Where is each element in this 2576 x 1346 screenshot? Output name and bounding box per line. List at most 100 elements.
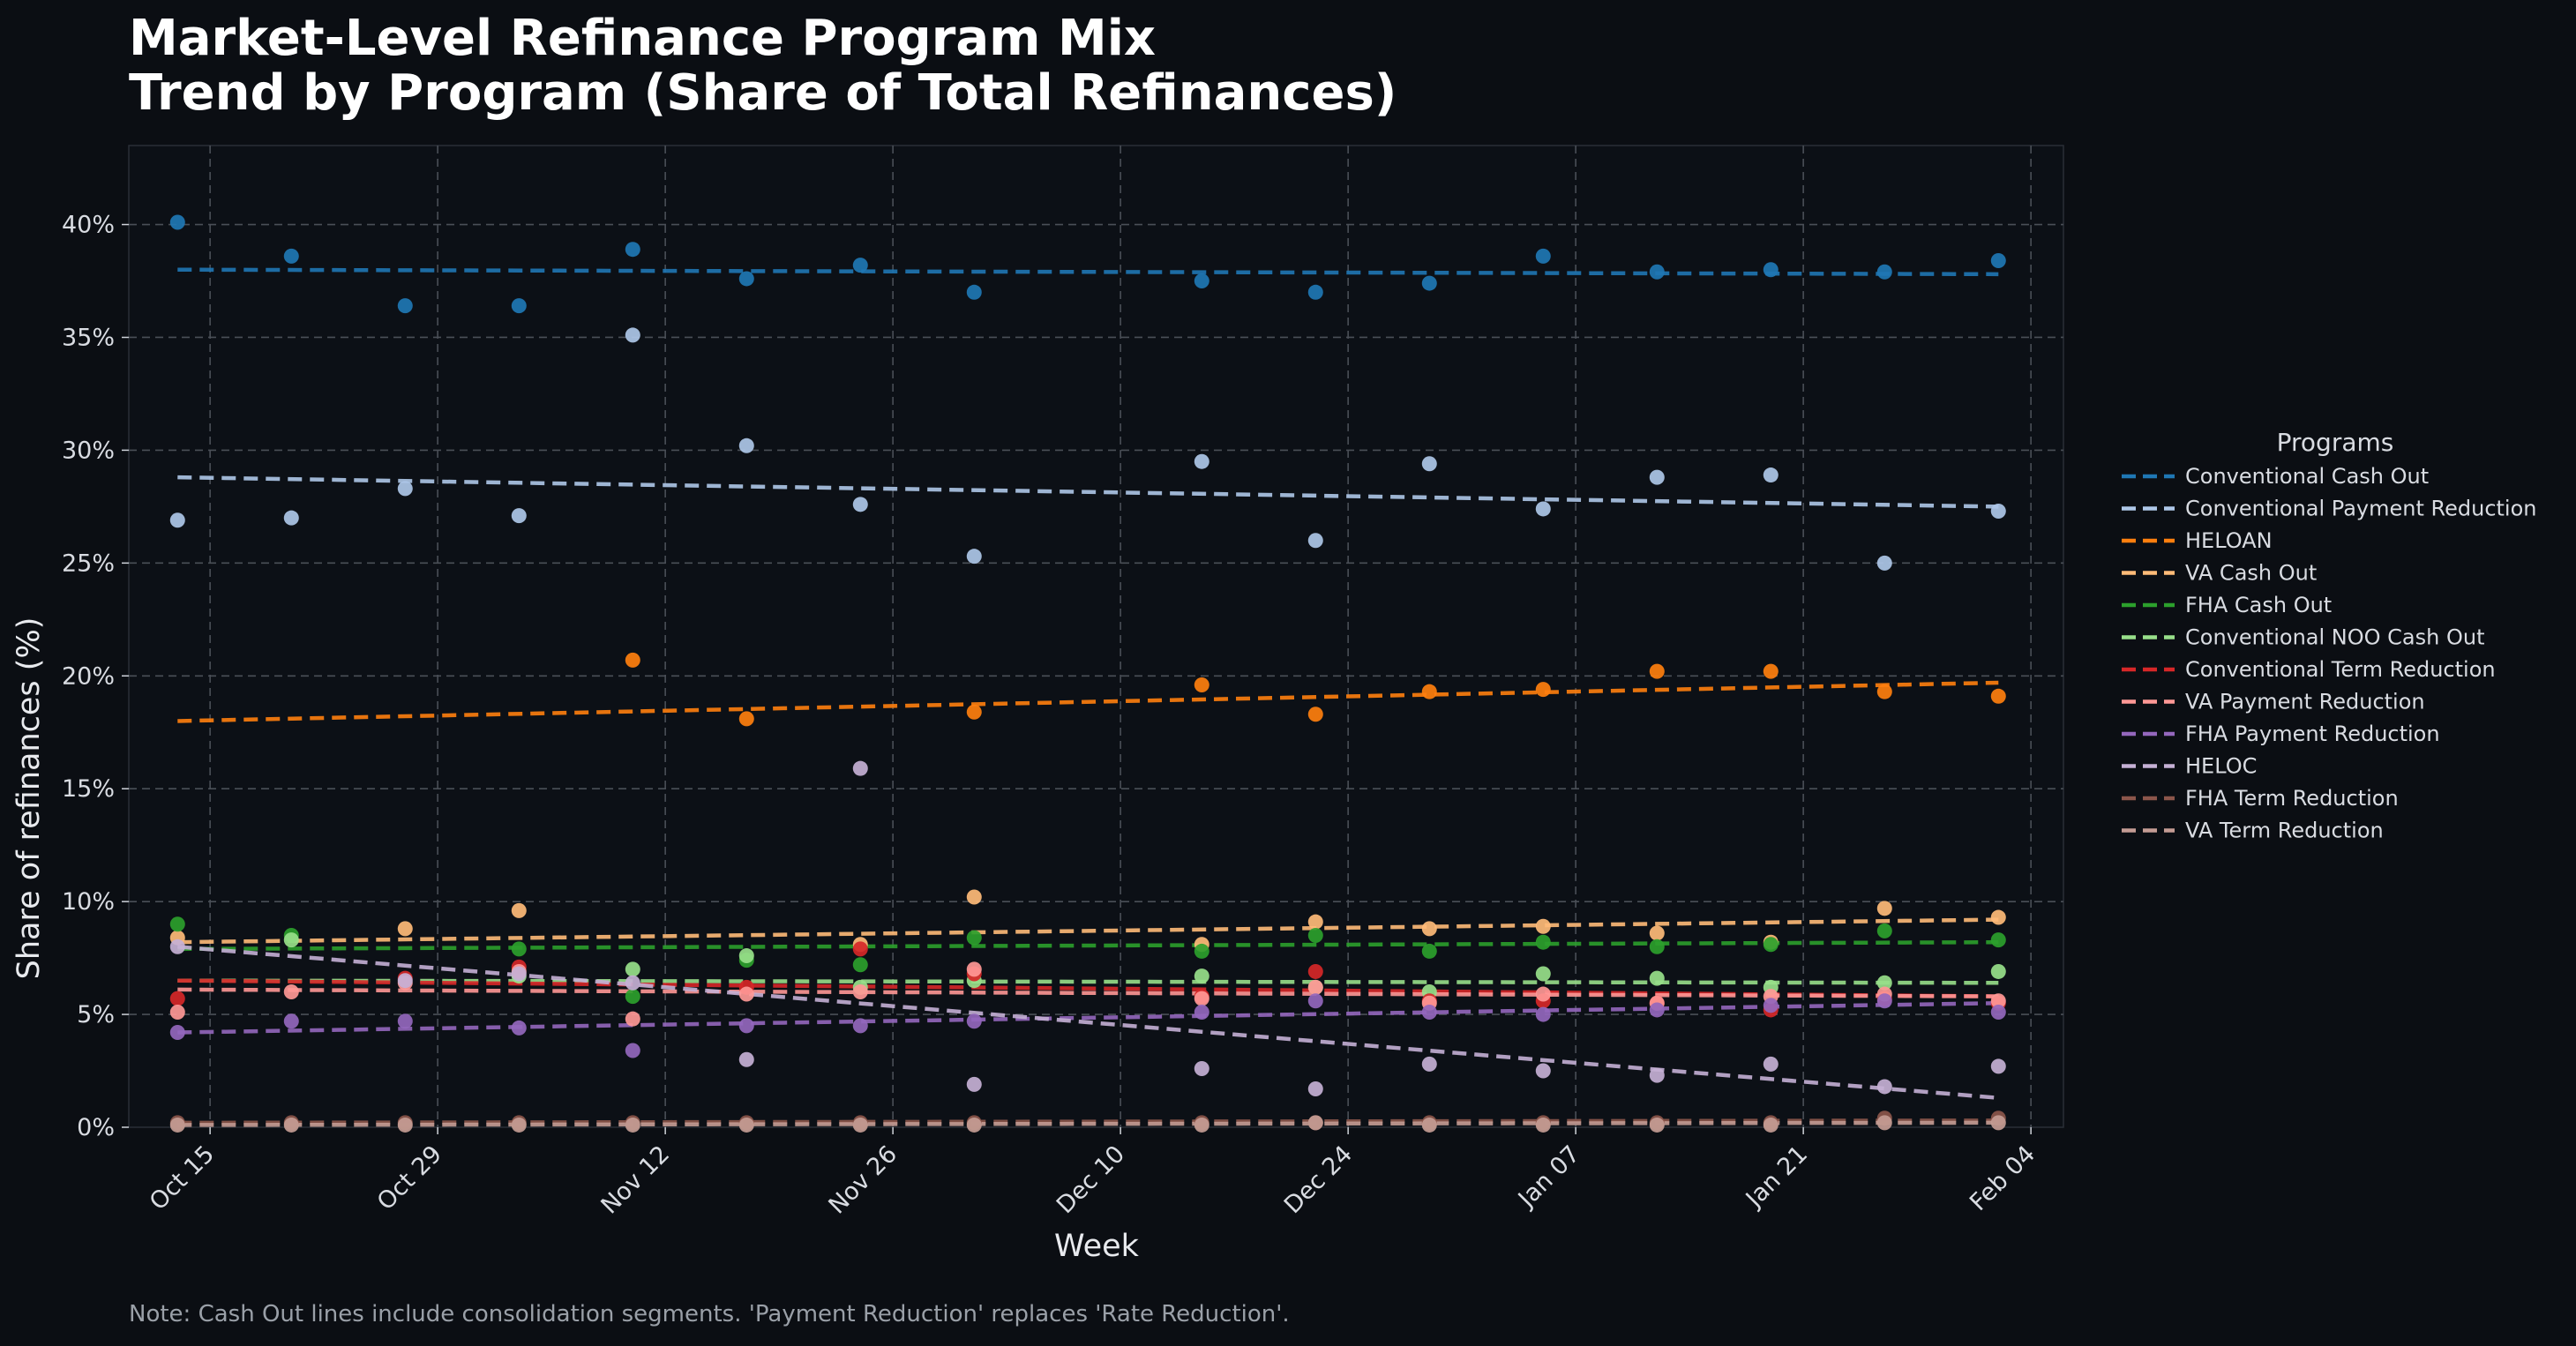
data-point — [1421, 1056, 1437, 1072]
data-point — [1990, 503, 2006, 519]
data-point — [1763, 1117, 1778, 1133]
legend-title: Programs — [2277, 428, 2394, 457]
data-point — [1535, 934, 1551, 950]
data-point — [1307, 979, 1323, 995]
data-point — [1649, 1067, 1665, 1083]
data-point — [1194, 1005, 1209, 1021]
data-point — [511, 966, 527, 982]
data-point — [1194, 968, 1209, 984]
plot-frame — [128, 145, 2064, 1128]
trend-line — [177, 1001, 1999, 1035]
data-point — [966, 1117, 982, 1133]
data-point — [625, 989, 640, 1005]
data-point — [1194, 1117, 1209, 1133]
legend-entry: FHA Payment Reduction — [2185, 722, 2440, 746]
data-point — [852, 1018, 868, 1034]
legend-entry: FHA Cash Out — [2185, 593, 2332, 617]
data-point — [1307, 993, 1323, 1009]
data-point — [283, 983, 299, 999]
data-point — [397, 921, 413, 937]
data-point — [1194, 991, 1209, 1006]
data-point — [1876, 901, 1892, 916]
data-point — [1649, 970, 1665, 986]
legend: Programs Conventional Cash Out Convention… — [2122, 428, 2536, 843]
data-point — [852, 983, 868, 999]
data-point — [1763, 262, 1778, 278]
data-point — [397, 1117, 413, 1133]
data-point — [283, 1117, 299, 1133]
data-point — [169, 1025, 185, 1041]
data-point — [1876, 684, 1892, 699]
data-point — [511, 1020, 527, 1036]
trend-line — [177, 978, 1999, 985]
plot-area — [128, 145, 2064, 1128]
data-point — [625, 1011, 640, 1027]
trend-line — [177, 939, 1999, 952]
y-tick-label: 10% — [62, 888, 115, 916]
y-tick-label: 5% — [77, 1001, 115, 1028]
data-point — [1535, 986, 1551, 1002]
y-tick-label: 40% — [62, 212, 115, 239]
grid-lines — [129, 146, 2063, 1127]
data-point — [1876, 1079, 1892, 1095]
data-point — [1307, 1081, 1323, 1097]
data-point — [1876, 923, 1892, 938]
trend-line — [177, 1120, 1999, 1127]
data-point — [511, 902, 527, 918]
legend-entry: Conventional Cash Out — [2185, 464, 2429, 489]
data-point — [966, 930, 982, 946]
data-point — [966, 889, 982, 905]
data-point — [1307, 1115, 1323, 1131]
y-tick-label: 25% — [62, 550, 115, 577]
data-point — [1307, 707, 1323, 722]
data-point — [1535, 682, 1551, 698]
data-point — [1649, 1002, 1665, 1018]
data-point — [1763, 663, 1778, 679]
data-point — [852, 957, 868, 973]
data-point — [1194, 677, 1209, 693]
data-point — [625, 242, 640, 258]
data-point — [1649, 264, 1665, 280]
data-point — [852, 258, 868, 273]
data-point — [397, 1013, 413, 1029]
y-tick-label: 15% — [62, 775, 115, 803]
data-point — [1194, 943, 1209, 959]
data-point — [1535, 501, 1551, 517]
data-point — [169, 938, 185, 954]
data-point — [1990, 993, 2006, 1009]
trend-lines — [177, 267, 1999, 1127]
y-tick-label: 35% — [62, 324, 115, 351]
data-point — [738, 271, 754, 287]
data-point — [966, 704, 982, 720]
data-point — [1535, 1006, 1551, 1022]
data-point — [1649, 925, 1665, 941]
data-point — [738, 986, 754, 1002]
data-point — [397, 298, 413, 314]
data-point — [1990, 1005, 2006, 1021]
legend-entry: Conventional Payment Reduction — [2185, 497, 2536, 521]
data-point — [169, 214, 185, 230]
data-point — [1990, 963, 2006, 979]
trend-line — [177, 475, 1999, 509]
data-point — [1421, 1117, 1437, 1133]
y-tick-label: 30% — [62, 437, 115, 464]
data-point — [1876, 993, 1892, 1009]
data-point — [966, 284, 982, 300]
data-point — [1307, 284, 1323, 300]
data-point — [625, 327, 640, 343]
data-point — [511, 1117, 527, 1133]
data-point — [1763, 998, 1778, 1013]
data-point — [511, 298, 527, 314]
data-point — [966, 961, 982, 977]
data-point — [283, 510, 299, 526]
data-point — [1194, 1060, 1209, 1076]
legend-entry: VA Payment Reduction — [2185, 690, 2425, 714]
legend-entry: FHA Term Reduction — [2185, 786, 2399, 811]
data-point — [852, 1117, 868, 1133]
data-point — [1421, 684, 1437, 699]
data-point — [1763, 937, 1778, 953]
data-point — [1421, 1005, 1437, 1021]
y-tick-label: 20% — [62, 662, 115, 690]
data-point — [738, 948, 754, 964]
data-point — [738, 1051, 754, 1067]
